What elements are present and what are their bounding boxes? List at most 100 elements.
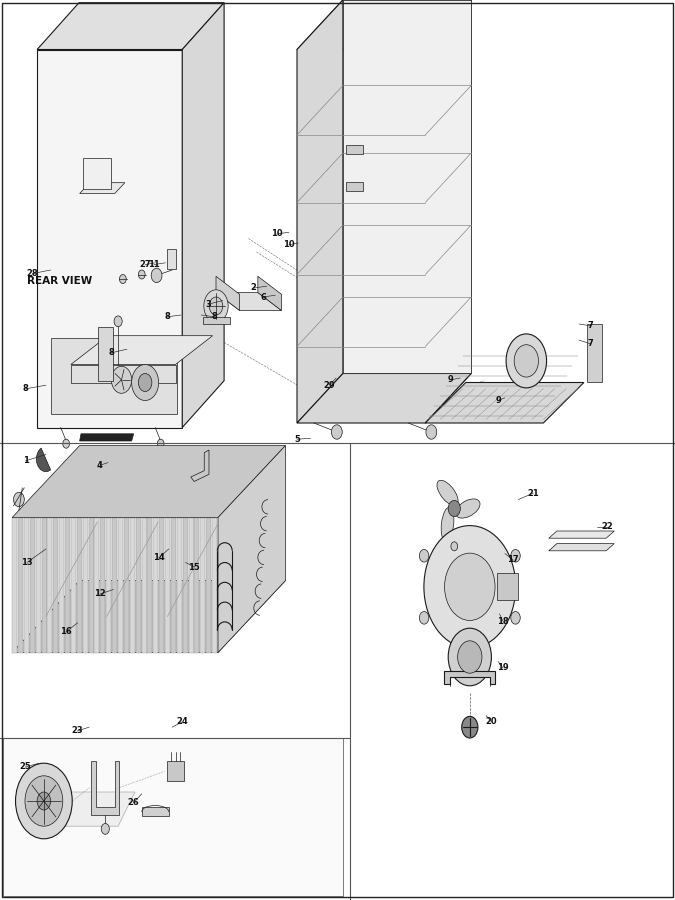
Wedge shape [36, 448, 51, 472]
Circle shape [151, 268, 162, 283]
Circle shape [426, 425, 437, 439]
Circle shape [424, 526, 516, 648]
Polygon shape [165, 518, 170, 652]
Text: 15: 15 [188, 562, 200, 572]
Circle shape [138, 270, 145, 279]
Bar [83, 158, 111, 189]
Circle shape [506, 334, 547, 388]
Circle shape [419, 549, 429, 562]
Polygon shape [297, 0, 343, 423]
Text: 4: 4 [97, 461, 103, 470]
Polygon shape [80, 183, 125, 194]
Polygon shape [77, 518, 82, 652]
Text: REAR VIEW: REAR VIEW [27, 275, 92, 286]
Circle shape [511, 612, 520, 625]
Circle shape [138, 374, 152, 392]
Ellipse shape [441, 508, 454, 541]
Polygon shape [191, 450, 209, 482]
Polygon shape [71, 336, 213, 364]
Text: 2: 2 [251, 284, 256, 292]
Text: 5: 5 [294, 435, 300, 444]
Polygon shape [80, 434, 134, 441]
Circle shape [458, 641, 482, 673]
Polygon shape [200, 518, 205, 652]
Polygon shape [167, 761, 184, 781]
Polygon shape [159, 518, 164, 652]
Text: 8: 8 [109, 348, 114, 357]
Text: 22: 22 [601, 522, 614, 531]
Polygon shape [59, 518, 64, 652]
Polygon shape [98, 327, 113, 381]
Polygon shape [216, 292, 281, 310]
Text: 14: 14 [153, 554, 165, 562]
Polygon shape [30, 518, 35, 652]
Polygon shape [18, 518, 23, 652]
Text: 1: 1 [23, 456, 28, 465]
Polygon shape [130, 518, 135, 652]
Text: 7: 7 [588, 321, 593, 330]
Text: 13: 13 [21, 558, 33, 567]
Text: 17: 17 [507, 555, 519, 564]
Polygon shape [549, 531, 614, 538]
Text: 3: 3 [205, 300, 211, 309]
Polygon shape [182, 3, 224, 427]
Polygon shape [207, 518, 211, 652]
Polygon shape [53, 518, 58, 652]
Polygon shape [47, 518, 53, 652]
Polygon shape [218, 446, 286, 652]
Polygon shape [212, 518, 217, 652]
Polygon shape [106, 518, 111, 652]
Polygon shape [177, 518, 182, 652]
Polygon shape [124, 518, 129, 652]
Polygon shape [37, 50, 182, 428]
Polygon shape [118, 518, 123, 652]
Circle shape [111, 366, 132, 393]
Text: 27: 27 [139, 260, 151, 269]
Circle shape [101, 824, 109, 834]
Circle shape [419, 612, 429, 625]
Polygon shape [297, 0, 471, 50]
Text: 10: 10 [283, 240, 295, 249]
Circle shape [448, 500, 460, 517]
Ellipse shape [437, 481, 458, 506]
Polygon shape [425, 382, 584, 423]
Circle shape [63, 439, 70, 448]
Polygon shape [444, 670, 495, 684]
Circle shape [25, 776, 63, 826]
Polygon shape [549, 544, 614, 551]
Polygon shape [95, 518, 99, 652]
Polygon shape [171, 518, 176, 652]
Circle shape [209, 297, 223, 315]
Text: 8: 8 [165, 312, 170, 321]
Circle shape [448, 628, 491, 686]
Circle shape [511, 549, 520, 562]
Bar [346, 145, 363, 154]
Circle shape [14, 492, 24, 507]
Text: 19: 19 [497, 663, 509, 672]
Polygon shape [71, 364, 176, 382]
Ellipse shape [456, 499, 480, 518]
Polygon shape [83, 518, 88, 652]
Text: 28: 28 [26, 269, 38, 278]
Text: 23: 23 [72, 726, 84, 735]
Polygon shape [425, 0, 471, 423]
Polygon shape [71, 518, 76, 652]
Circle shape [132, 364, 159, 400]
Polygon shape [147, 518, 153, 652]
Polygon shape [153, 518, 159, 652]
Polygon shape [12, 580, 286, 652]
Text: 8: 8 [23, 384, 28, 393]
Text: 6: 6 [261, 292, 266, 302]
Text: 10: 10 [271, 230, 283, 238]
Polygon shape [136, 518, 140, 652]
Circle shape [16, 763, 72, 839]
Circle shape [37, 792, 51, 810]
Polygon shape [587, 324, 602, 382]
Circle shape [451, 542, 458, 551]
Polygon shape [12, 446, 286, 518]
Text: 21: 21 [527, 489, 539, 498]
Polygon shape [202, 317, 230, 324]
Polygon shape [297, 374, 471, 423]
Polygon shape [216, 276, 240, 310]
Polygon shape [24, 518, 29, 652]
